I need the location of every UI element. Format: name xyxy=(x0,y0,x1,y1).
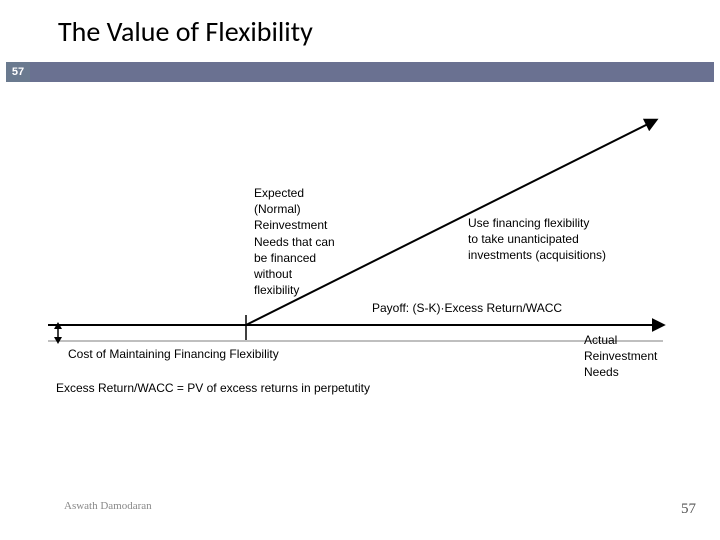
label-payoff-formula: Payoff: (S-K)·Excess Return/WACC xyxy=(372,300,652,316)
page-badge: 57 xyxy=(6,62,30,82)
footer-author: Aswath Damodaran xyxy=(64,500,152,512)
footer-page-number: 57 xyxy=(681,501,696,518)
label-excess-return: Excess Return/WACC = PV of excess return… xyxy=(56,380,456,396)
label-actual-needs: ActualReinvestmentNeeds xyxy=(584,332,684,381)
page-title: The Value of Flexibility xyxy=(58,14,313,49)
label-cost-maintain: Cost of Maintaining Financing Flexibilit… xyxy=(68,346,368,362)
label-expected-needs: Expected(Normal)ReinvestmentNeeds that c… xyxy=(254,185,369,298)
header-bar xyxy=(30,62,714,82)
slide: The Value of Flexibility 57 Expect xyxy=(0,0,720,540)
label-use-flexibility: Use financing flexibilityto take unantic… xyxy=(468,215,658,264)
payoff-diagram: Expected(Normal)ReinvestmentNeeds that c… xyxy=(48,100,678,440)
